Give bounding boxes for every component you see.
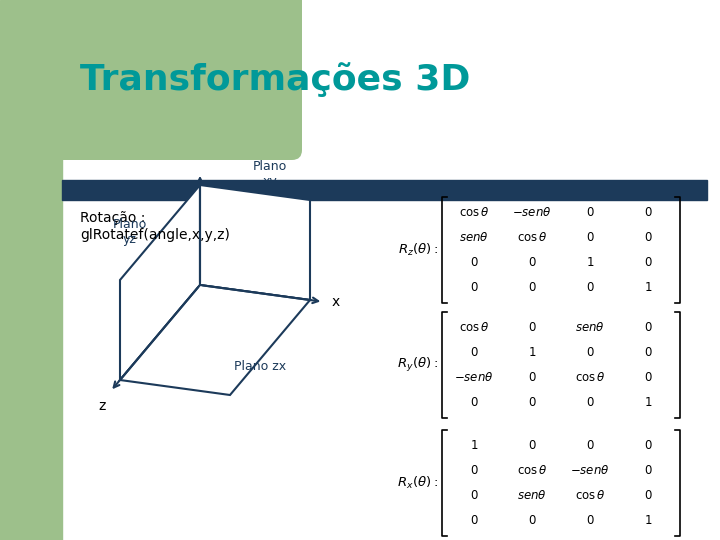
Text: 1: 1 <box>644 281 652 294</box>
Text: 0: 0 <box>470 346 477 359</box>
Text: Rotação :: Rotação : <box>80 211 145 225</box>
Text: $\cos\theta$: $\cos\theta$ <box>459 206 490 219</box>
Text: $\cos\theta$: $\cos\theta$ <box>575 489 606 502</box>
Text: 0: 0 <box>644 371 652 384</box>
Text: 0: 0 <box>586 439 594 452</box>
Text: 0: 0 <box>644 206 652 219</box>
Text: 1: 1 <box>528 346 536 359</box>
Text: glRotatef(angle,x,y,z): glRotatef(angle,x,y,z) <box>80 228 230 242</box>
Text: 0: 0 <box>644 231 652 244</box>
Text: Plano zx: Plano zx <box>234 360 286 373</box>
Text: $-sen\theta$: $-sen\theta$ <box>570 464 610 477</box>
Text: 0: 0 <box>528 371 536 384</box>
Bar <box>62 180 707 200</box>
Text: $R_x(\theta):$: $R_x(\theta):$ <box>397 475 438 491</box>
Text: $sen\theta$: $sen\theta$ <box>459 231 489 244</box>
Text: 0: 0 <box>528 396 536 409</box>
Text: z: z <box>98 400 105 414</box>
Text: 0: 0 <box>586 514 594 527</box>
Text: 0: 0 <box>470 281 477 294</box>
Text: $\cos\theta$: $\cos\theta$ <box>517 464 547 477</box>
Text: Transformações 3D: Transformações 3D <box>80 63 470 97</box>
Text: $\cos\theta$: $\cos\theta$ <box>459 321 490 334</box>
Text: x: x <box>331 295 339 309</box>
FancyBboxPatch shape <box>52 0 302 160</box>
Polygon shape <box>200 185 310 300</box>
Text: 0: 0 <box>528 321 536 334</box>
Text: 0: 0 <box>644 256 652 269</box>
Text: 0: 0 <box>528 439 536 452</box>
Text: 1: 1 <box>470 439 478 452</box>
Text: 0: 0 <box>586 396 594 409</box>
Text: $\cos\theta$: $\cos\theta$ <box>575 371 606 384</box>
Text: 0: 0 <box>470 256 477 269</box>
Text: $\cos\theta$: $\cos\theta$ <box>517 231 547 244</box>
Text: 0: 0 <box>644 464 652 477</box>
Text: 0: 0 <box>470 514 477 527</box>
Text: 0: 0 <box>644 346 652 359</box>
Text: $sen\theta$: $sen\theta$ <box>517 489 547 502</box>
Text: 0: 0 <box>470 464 477 477</box>
Text: 0: 0 <box>586 346 594 359</box>
Text: $R_y(\theta):$: $R_y(\theta):$ <box>397 356 438 374</box>
Text: $sen\theta$: $sen\theta$ <box>575 321 605 334</box>
Text: $-sen\theta$: $-sen\theta$ <box>454 371 494 384</box>
Bar <box>0 0 62 540</box>
Polygon shape <box>120 285 310 395</box>
Text: 0: 0 <box>586 206 594 219</box>
Text: Plano
xy: Plano xy <box>253 159 287 187</box>
Text: 0: 0 <box>586 281 594 294</box>
Text: 0: 0 <box>586 231 594 244</box>
Text: 0: 0 <box>644 439 652 452</box>
Text: $R_z(\theta):$: $R_z(\theta):$ <box>397 242 438 258</box>
Text: 1: 1 <box>586 256 594 269</box>
Text: 0: 0 <box>644 321 652 334</box>
Text: 0: 0 <box>470 396 477 409</box>
Text: 0: 0 <box>528 514 536 527</box>
Text: 0: 0 <box>644 489 652 502</box>
Text: 1: 1 <box>644 514 652 527</box>
Text: Plano
yz: Plano yz <box>113 219 147 246</box>
Text: $-sen\theta$: $-sen\theta$ <box>512 206 552 219</box>
Text: 0: 0 <box>470 489 477 502</box>
Polygon shape <box>120 185 200 380</box>
Text: 1: 1 <box>644 396 652 409</box>
Text: 0: 0 <box>528 256 536 269</box>
Text: 0: 0 <box>528 281 536 294</box>
